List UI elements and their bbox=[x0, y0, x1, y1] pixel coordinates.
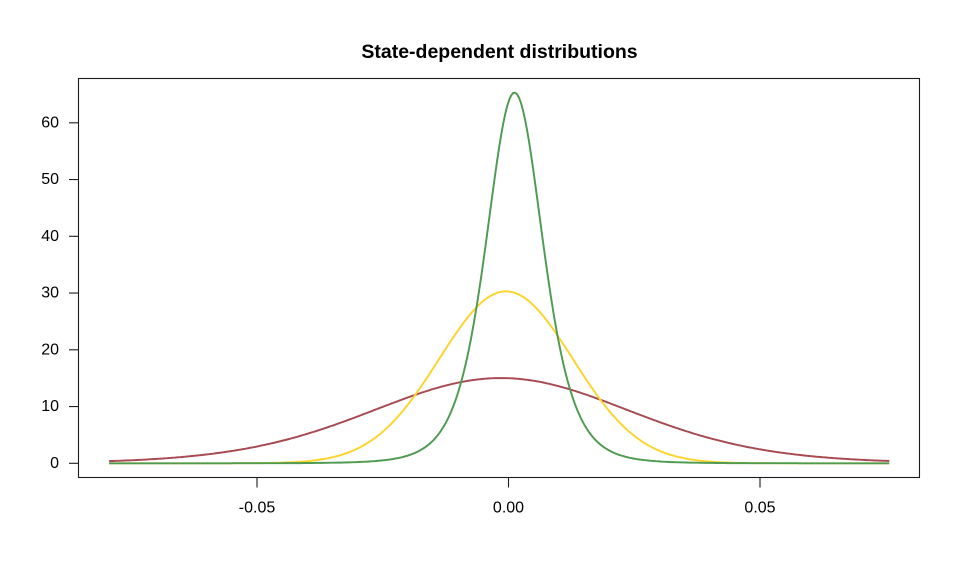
svg-text:40: 40 bbox=[41, 228, 59, 245]
svg-text:30: 30 bbox=[41, 285, 59, 302]
svg-text:-0.05: -0.05 bbox=[239, 500, 276, 517]
svg-text:50: 50 bbox=[41, 171, 59, 188]
svg-text:0.05: 0.05 bbox=[744, 500, 775, 517]
svg-text:20: 20 bbox=[41, 341, 59, 358]
svg-text:0.00: 0.00 bbox=[493, 500, 524, 517]
svg-text:0: 0 bbox=[50, 455, 59, 472]
svg-text:60: 60 bbox=[41, 114, 59, 131]
svg-text:10: 10 bbox=[41, 398, 59, 415]
svg-text:State-dependent distributions: State-dependent distributions bbox=[361, 41, 637, 63]
